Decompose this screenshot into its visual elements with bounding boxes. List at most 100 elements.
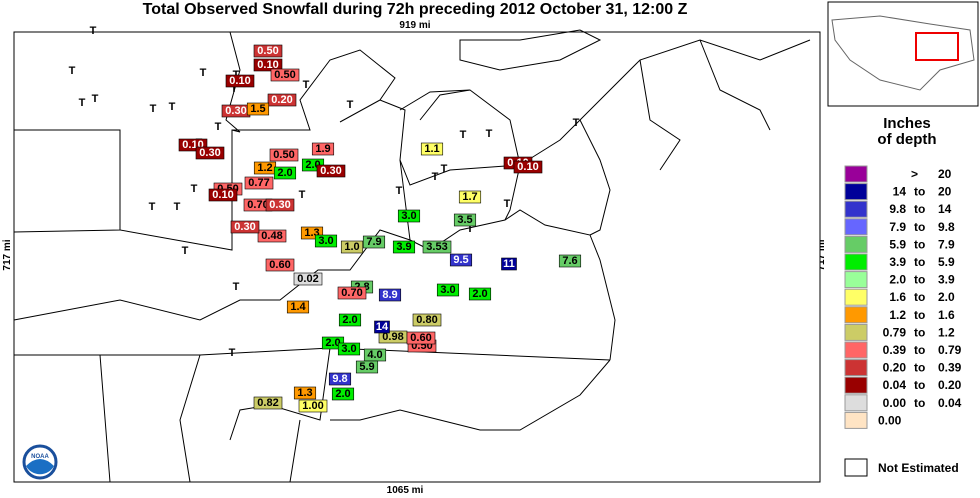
legend-title: of depth — [877, 131, 936, 148]
station-value: 0.20 — [271, 94, 292, 106]
station-value: 3.0 — [341, 343, 356, 355]
station-box — [412, 313, 442, 327]
station-value: 0.50 — [274, 69, 295, 81]
legend-low: 7.9 — [889, 220, 906, 234]
trace-marker: T — [191, 183, 198, 195]
legend-to: to — [914, 273, 925, 287]
station-value: 9.8 — [332, 373, 347, 385]
station-box — [270, 68, 300, 82]
station-value: 3.9 — [396, 241, 411, 253]
legend-high: 0.20 — [938, 378, 962, 392]
station-box — [355, 360, 379, 374]
station-value: 4.0 — [367, 349, 382, 361]
trace-marker: T — [396, 185, 403, 197]
legend-swatch — [844, 323, 868, 341]
legend-high: 14 — [938, 202, 952, 216]
trace-marker: T — [233, 281, 240, 293]
legend-to: to — [914, 308, 925, 322]
legend-swatch — [844, 394, 868, 412]
station-value: 7.6 — [562, 255, 577, 267]
station-box — [337, 342, 361, 356]
trace-marker: T — [441, 163, 448, 175]
legend-high: 3.9 — [938, 273, 955, 287]
trace-marker: T — [432, 171, 439, 183]
trace-marker: T — [460, 129, 467, 141]
legend-low: 2.0 — [889, 273, 906, 287]
station-box — [246, 102, 270, 116]
station-value: 1.2 — [257, 162, 272, 174]
trace-marker: T — [231, 83, 238, 95]
title: Total Observed Snowfall during 72h prece… — [143, 1, 688, 18]
station-value: 1.0 — [344, 241, 359, 253]
station-value: 0.10 — [257, 59, 278, 71]
right-scale: 717 mi — [816, 239, 827, 270]
legend-swatch — [844, 253, 868, 271]
station-box — [230, 220, 260, 234]
station-box — [208, 188, 238, 202]
station-value: 0.60 — [269, 259, 290, 271]
trace-marker: T — [299, 189, 306, 201]
station-box — [406, 331, 436, 345]
legend-swatch — [844, 200, 868, 218]
station-value: 0.50 — [257, 45, 278, 57]
trace-marker: T — [90, 25, 97, 37]
station-value: 0.30 — [269, 199, 290, 211]
legend-high: 1.6 — [938, 308, 955, 322]
station-value: 2.0 — [277, 167, 292, 179]
station-box — [253, 396, 283, 410]
legend-swatch — [844, 341, 868, 359]
station-value: 3.5 — [457, 214, 472, 226]
top-scale: 919 mi — [399, 20, 430, 31]
station-value: 0.50 — [273, 149, 294, 161]
legend-swatch — [844, 235, 868, 253]
station-value: 0.30 — [234, 221, 255, 233]
station-box — [397, 209, 421, 223]
station-value: 7.9 — [366, 236, 381, 248]
trace-marker: T — [347, 99, 354, 111]
station-value: 2.0 — [472, 288, 487, 300]
station-value: 8.9 — [382, 289, 397, 301]
station-box — [458, 190, 482, 204]
station-box — [338, 313, 362, 327]
station-value: 3.0 — [401, 210, 416, 222]
station-value: 1.5 — [250, 103, 265, 115]
legend-to: to — [914, 255, 925, 269]
legend-low: 9.8 — [889, 202, 906, 216]
legend-to: to — [914, 185, 925, 199]
legend-high: 20 — [938, 185, 952, 199]
station-value: 3.0 — [318, 235, 333, 247]
legend-to: to — [914, 361, 925, 375]
station-value: 0.80 — [416, 314, 437, 326]
station-value: 1.3 — [297, 387, 312, 399]
station-value: 0.60 — [410, 332, 431, 344]
legend-low: 0.00 — [878, 413, 902, 427]
legend-low: > — [911, 167, 918, 181]
trace-marker: T — [69, 65, 76, 77]
station-box — [311, 142, 335, 156]
legend-high: 2.0 — [938, 290, 955, 304]
station-box — [436, 283, 460, 297]
station-value: 1.00 — [302, 400, 323, 412]
legend-swatch — [844, 376, 868, 394]
trace-marker: T — [215, 121, 222, 133]
station-box — [195, 146, 225, 160]
station-box — [558, 254, 582, 268]
station-value: 0.30 — [225, 105, 246, 117]
trace-marker: T — [504, 198, 511, 210]
station-value: 0.30 — [320, 165, 341, 177]
legend-low: 1.2 — [889, 308, 906, 322]
station-value: 1.9 — [315, 143, 330, 155]
station-box — [422, 240, 452, 254]
trace-marker: T — [149, 201, 156, 213]
station-value: 1.4 — [290, 301, 306, 313]
legend-swatch — [844, 165, 868, 183]
station-box — [298, 399, 328, 413]
station-value: 0.02 — [297, 273, 318, 285]
station-box — [316, 164, 346, 178]
station-value: 0.10 — [517, 161, 538, 173]
station-box — [449, 253, 473, 267]
station-value: 1.1 — [424, 143, 439, 155]
station-value: 1.7 — [462, 191, 477, 203]
station-box — [273, 166, 297, 180]
